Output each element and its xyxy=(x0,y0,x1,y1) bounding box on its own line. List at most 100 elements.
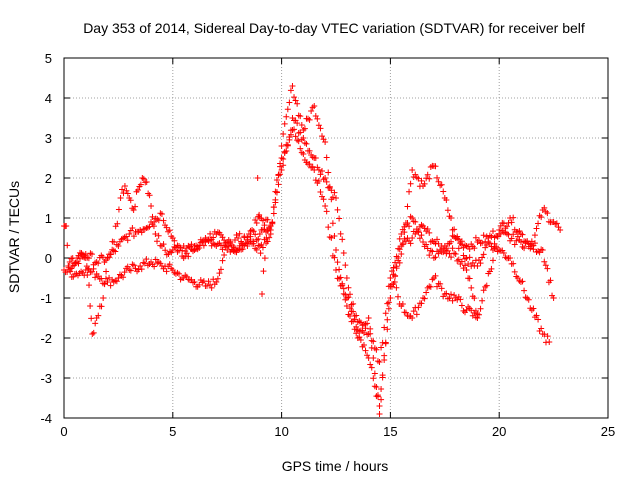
data-point xyxy=(446,295,453,302)
data-point xyxy=(138,229,145,236)
data-point xyxy=(443,290,450,297)
data-point xyxy=(174,269,181,276)
data-point xyxy=(367,361,374,368)
data-point xyxy=(533,312,540,319)
data-point xyxy=(342,291,349,298)
data-point xyxy=(163,224,170,231)
data-point xyxy=(460,307,467,314)
data-point xyxy=(418,232,425,239)
data-point xyxy=(270,204,277,211)
data-point xyxy=(513,273,520,280)
data-point xyxy=(253,236,260,243)
data-point xyxy=(211,241,218,248)
data-point xyxy=(253,246,260,253)
data-point xyxy=(120,274,127,281)
data-point xyxy=(553,220,560,227)
data-point xyxy=(421,295,428,302)
data-point xyxy=(101,280,108,287)
data-point xyxy=(367,330,374,337)
data-point xyxy=(182,272,189,279)
data-point xyxy=(493,243,500,250)
data-point xyxy=(357,336,364,343)
data-point xyxy=(353,330,360,337)
data-point xyxy=(323,178,330,185)
data-point xyxy=(340,285,347,292)
data-point xyxy=(359,322,366,329)
data-point xyxy=(216,270,223,277)
data-point xyxy=(117,195,124,201)
data-point xyxy=(146,223,153,230)
data-point xyxy=(339,236,346,243)
data-point xyxy=(530,305,537,312)
data-point xyxy=(519,278,526,285)
data-point xyxy=(322,175,329,181)
data-point xyxy=(438,181,445,188)
data-point xyxy=(278,143,285,149)
data-point xyxy=(434,236,441,243)
data-point xyxy=(396,235,403,242)
data-point xyxy=(93,259,100,265)
data-point xyxy=(230,244,237,251)
data-point xyxy=(466,275,473,282)
data-point xyxy=(538,325,545,332)
data-point xyxy=(409,315,416,321)
data-point xyxy=(328,234,335,241)
x-tick-label: 5 xyxy=(169,424,176,439)
data-point xyxy=(72,259,79,266)
data-point xyxy=(365,315,372,321)
data-point xyxy=(547,277,554,284)
data-point xyxy=(295,138,302,145)
data-point xyxy=(426,252,433,259)
data-point xyxy=(123,233,130,240)
data-point xyxy=(249,227,256,234)
data-point xyxy=(376,403,383,409)
data-point xyxy=(376,359,383,365)
data-point xyxy=(331,233,338,240)
data-point xyxy=(427,164,434,171)
data-point xyxy=(424,226,431,233)
plot-frame xyxy=(63,57,609,419)
data-point xyxy=(521,245,528,252)
data-point xyxy=(219,257,226,264)
data-point xyxy=(409,215,416,221)
data-point xyxy=(129,224,136,231)
data-point xyxy=(448,254,455,261)
data-point xyxy=(99,254,106,261)
data-point xyxy=(320,136,327,143)
data-point xyxy=(410,308,417,315)
data-point xyxy=(193,242,200,249)
data-point xyxy=(306,161,313,168)
data-point xyxy=(140,175,147,182)
data-point xyxy=(260,268,267,275)
data-point xyxy=(78,250,85,257)
data-point xyxy=(530,246,537,253)
data-point xyxy=(261,255,268,262)
data-point xyxy=(331,254,338,261)
data-point xyxy=(415,175,422,182)
data-point xyxy=(406,223,413,230)
data-point xyxy=(333,195,339,201)
data-point xyxy=(151,263,158,270)
data-point xyxy=(413,311,420,318)
data-point xyxy=(86,282,93,289)
data-point xyxy=(346,305,353,312)
data-point xyxy=(130,233,137,240)
y-tick-label: -2 xyxy=(40,331,52,346)
data-point xyxy=(399,300,406,307)
data-point xyxy=(334,259,341,266)
data-point xyxy=(351,326,358,333)
y-tick-label: -4 xyxy=(40,411,52,426)
data-point xyxy=(256,211,263,218)
data-point xyxy=(239,241,246,248)
data-point xyxy=(148,203,155,209)
data-point xyxy=(546,339,553,345)
data-point xyxy=(158,211,165,217)
data-point xyxy=(107,282,114,289)
data-point xyxy=(328,196,335,203)
data-point xyxy=(430,255,437,261)
data-point xyxy=(524,295,531,302)
data-point xyxy=(138,266,145,273)
data-point xyxy=(295,129,302,136)
data-point xyxy=(516,228,523,235)
